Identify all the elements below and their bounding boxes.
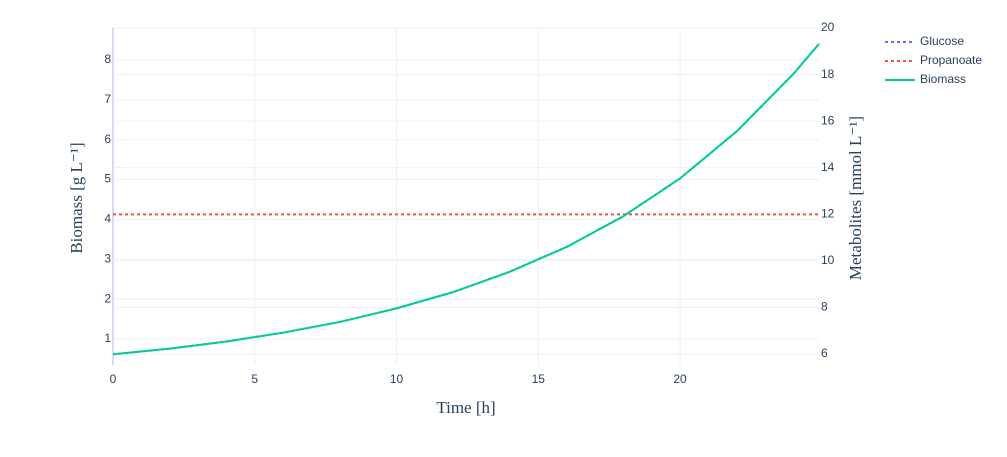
y-tick-label: 3 <box>104 251 111 265</box>
y2-axis-title: Metabolites [mmol L⁻¹] <box>846 116 865 280</box>
y2-tick-label: 10 <box>821 253 835 267</box>
x-tick-label: 20 <box>673 372 687 386</box>
legend-label: Propanoate <box>920 53 982 67</box>
y-tick-label: 8 <box>104 52 111 66</box>
y2-tick-label: 12 <box>821 206 835 220</box>
y-tick-label: 7 <box>104 92 111 106</box>
y-tick-label: 1 <box>104 331 111 345</box>
y-tick-label: 2 <box>104 291 111 305</box>
legend-label: Biomass <box>920 72 966 86</box>
x-tick-label: 0 <box>110 372 117 386</box>
x-axis-title: Time [h] <box>436 398 495 417</box>
x-tick-label: 5 <box>251 372 258 386</box>
x-tick-label: 15 <box>532 372 546 386</box>
y2-tick-label: 6 <box>821 346 828 360</box>
legend-label: Glucose <box>920 34 964 48</box>
line-series <box>112 43 820 356</box>
y2-tick-label: 20 <box>821 20 835 34</box>
y-tick-label: 5 <box>104 172 111 186</box>
x-tick-label: 10 <box>390 372 404 386</box>
y2-tick-label: 8 <box>821 300 828 314</box>
y-tick-label: 6 <box>104 132 111 146</box>
y-axis-title: Biomass [g L⁻¹] <box>67 142 86 253</box>
y2-tick-label: 16 <box>821 113 835 127</box>
y-tick-label: 4 <box>104 212 111 226</box>
y2-tick-label: 18 <box>821 67 835 81</box>
y2-tick-label: 14 <box>821 160 835 174</box>
